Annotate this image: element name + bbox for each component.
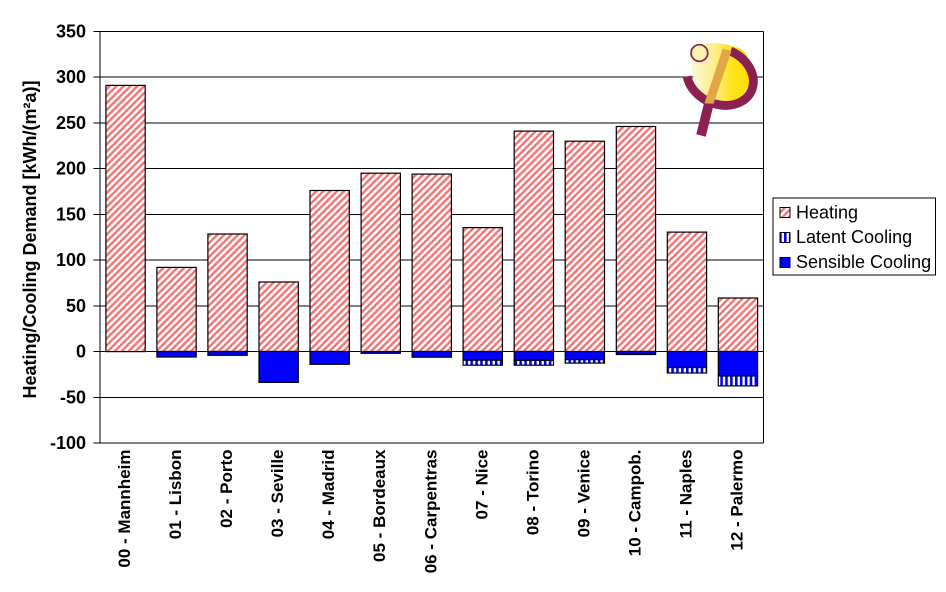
svg-text:01 - Lisbon: 01 - Lisbon <box>166 450 185 540</box>
svg-text:50: 50 <box>66 296 86 316</box>
svg-text:07 - Nice: 07 - Nice <box>472 450 491 520</box>
svg-text:-100: -100 <box>50 433 86 453</box>
svg-text:05 - Bordeaux: 05 - Bordeaux <box>370 449 389 562</box>
svg-text:Heating: Heating <box>796 202 858 222</box>
svg-text:200: 200 <box>56 159 86 179</box>
svg-text:08 - Torino: 08 - Torino <box>523 450 542 536</box>
svg-text:Latent Cooling: Latent Cooling <box>796 227 912 247</box>
svg-text:100: 100 <box>56 250 86 270</box>
svg-text:300: 300 <box>56 67 86 87</box>
svg-text:350: 350 <box>56 21 86 41</box>
svg-text:06 - Carpentras: 06 - Carpentras <box>421 450 440 574</box>
svg-text:10 - Campob.: 10 - Campob. <box>625 450 644 557</box>
svg-text:03 - Seville: 03 - Seville <box>268 450 287 538</box>
svg-text:04 - Madrid: 04 - Madrid <box>319 450 338 540</box>
svg-text:-50: -50 <box>60 387 86 407</box>
svg-text:150: 150 <box>56 204 86 224</box>
svg-text:Sensible Cooling: Sensible Cooling <box>796 252 931 272</box>
svg-text:Heating/Cooling Demand [kWh/(m: Heating/Cooling Demand [kWh/(m²a)] <box>20 81 40 399</box>
svg-text:02 - Porto: 02 - Porto <box>217 450 236 528</box>
svg-text:11 - Naples: 11 - Naples <box>676 450 695 539</box>
svg-text:00 - Mannheim: 00 - Mannheim <box>115 450 134 568</box>
svg-text:12 - Palermo: 12 - Palermo <box>727 450 746 551</box>
svg-text:0: 0 <box>76 342 86 362</box>
svg-text:250: 250 <box>56 113 86 133</box>
svg-text:09 - Venice: 09 - Venice <box>574 450 593 538</box>
